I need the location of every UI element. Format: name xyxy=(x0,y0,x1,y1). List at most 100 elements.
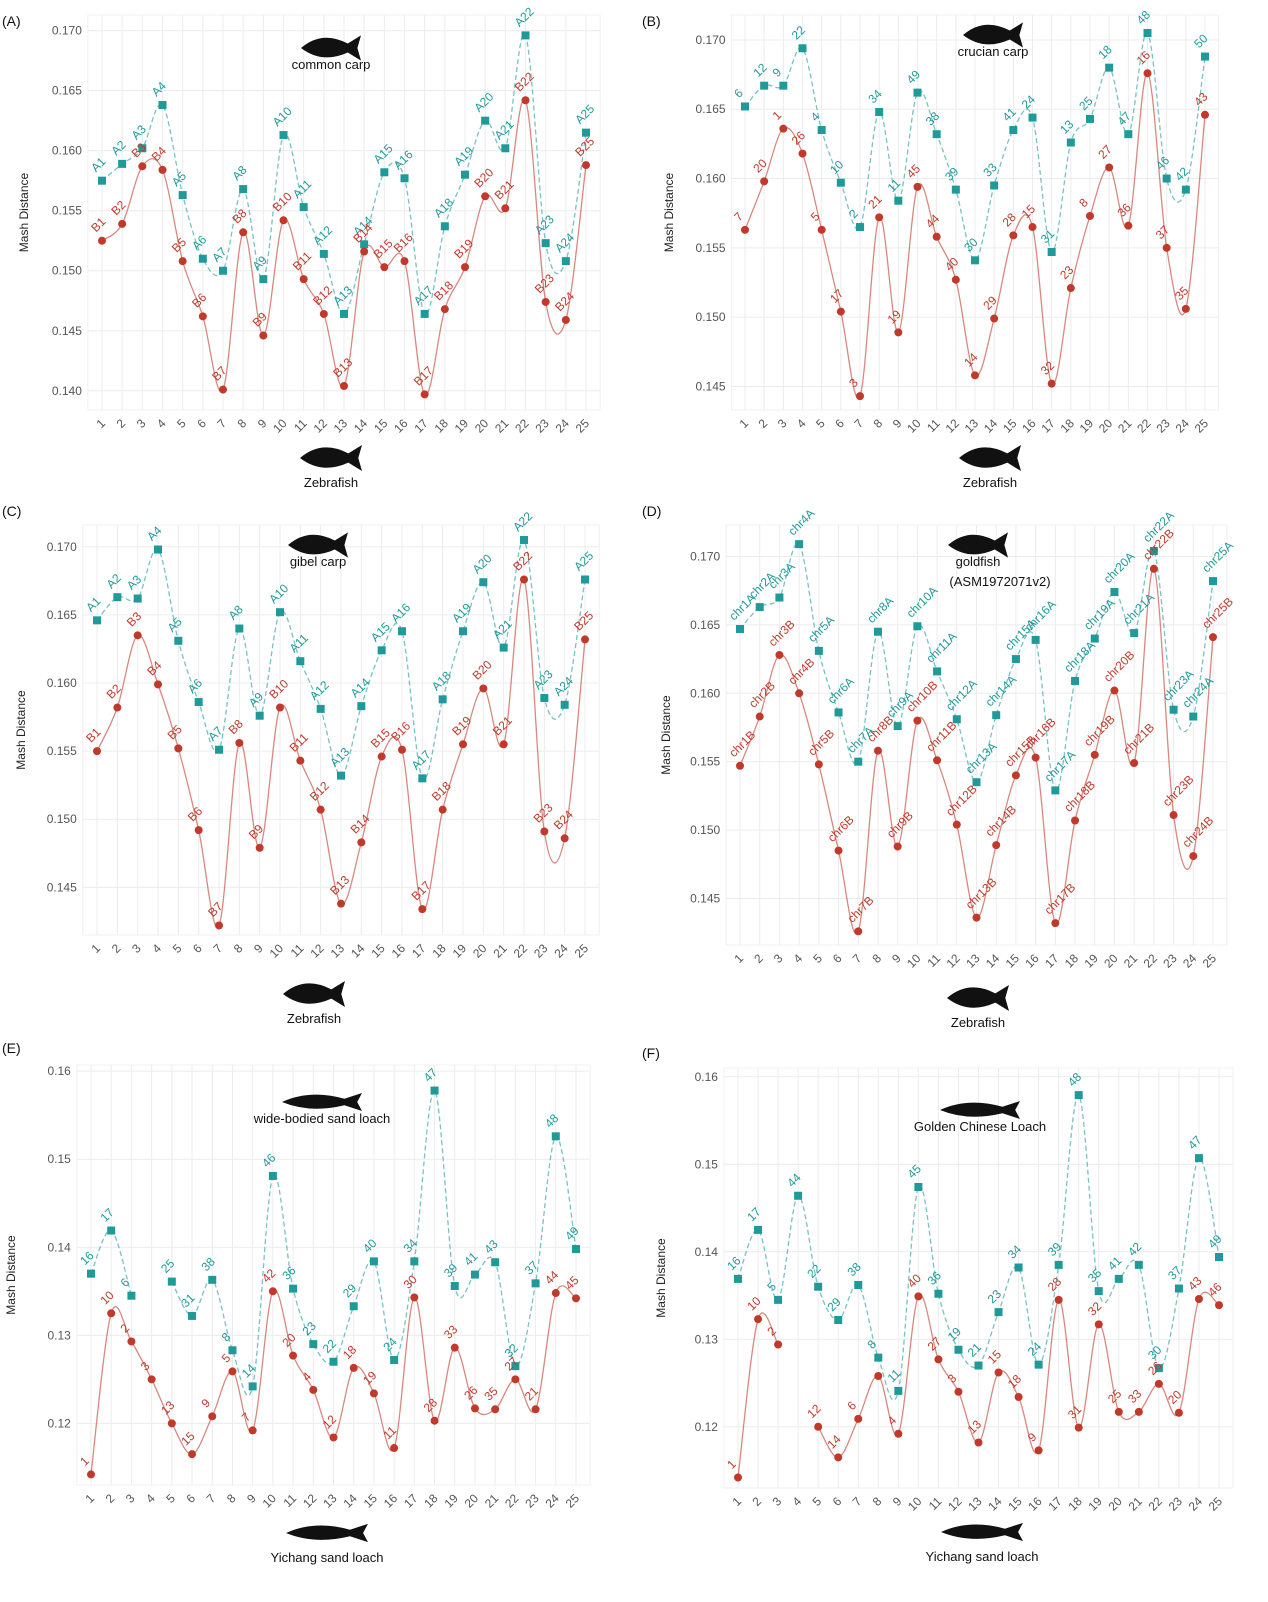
x-tick-label: 21 xyxy=(490,941,510,961)
data-point xyxy=(734,1473,742,1482)
x-tick-label: 1 xyxy=(82,1491,97,1506)
x-tick-label: 6 xyxy=(830,1494,845,1509)
species-label: Golden Chinese Loach xyxy=(914,1119,1046,1134)
data-point xyxy=(377,646,386,655)
data-point xyxy=(319,309,328,318)
x-tick-label: 18 xyxy=(1058,416,1078,436)
data-point xyxy=(309,1385,318,1394)
x-tick-label: 7 xyxy=(204,1491,219,1506)
data-point xyxy=(178,257,187,266)
x-tick-label: 17 xyxy=(409,941,429,961)
x-tick-label: 10 xyxy=(270,416,290,436)
data-point xyxy=(875,213,884,222)
x-tick-label: 14 xyxy=(985,1494,1005,1514)
x-tick-label: 18 xyxy=(432,416,452,436)
x-axis-label: Zebrafish xyxy=(304,475,358,490)
data-point xyxy=(87,1269,95,1278)
x-tick-label: 25 xyxy=(573,416,593,436)
data-point xyxy=(794,1191,803,1200)
data-point xyxy=(511,1375,520,1384)
data-point xyxy=(276,608,284,617)
data-point xyxy=(450,1343,459,1352)
y-tick-label: 0.165 xyxy=(690,618,720,632)
data-point xyxy=(540,827,549,836)
species-label: common carp xyxy=(292,57,371,72)
data-point xyxy=(1181,304,1190,313)
x-tick-label: 5 xyxy=(813,416,828,431)
data-point xyxy=(814,1282,823,1291)
x-tick-label: 21 xyxy=(1126,1494,1146,1514)
data-point xyxy=(1105,163,1114,172)
data-point xyxy=(1051,786,1060,795)
x-tick-label: 22 xyxy=(502,1491,522,1511)
panel-label: (F) xyxy=(642,1045,660,1061)
data-point xyxy=(913,182,922,191)
data-point xyxy=(340,309,348,318)
x-tick-label: 19 xyxy=(1082,951,1102,971)
y-axis-label: Mash Distance xyxy=(662,172,676,252)
data-point xyxy=(1215,1253,1223,1261)
x-tick-label: 6 xyxy=(194,416,209,431)
data-point xyxy=(337,771,345,780)
data-point xyxy=(1194,1154,1203,1163)
data-point xyxy=(736,761,744,770)
x-tick-label: 12 xyxy=(307,941,327,961)
data-point xyxy=(194,698,203,707)
x-tick-label: 17 xyxy=(1042,951,1062,971)
data-point xyxy=(581,635,589,644)
data-point xyxy=(479,578,488,587)
data-point xyxy=(1174,1284,1183,1293)
data-point xyxy=(572,1245,580,1254)
y-tick-label: 0.160 xyxy=(696,172,726,186)
data-point xyxy=(329,1357,338,1366)
x-tick-label: 2 xyxy=(751,951,766,966)
data-point xyxy=(1066,138,1075,147)
data-point xyxy=(1110,686,1119,695)
data-point xyxy=(410,1257,419,1266)
data-point xyxy=(834,1453,843,1462)
data-point xyxy=(854,757,863,766)
data-point xyxy=(268,1287,277,1296)
fish-icon xyxy=(283,980,345,1008)
y-tick-label: 0.16 xyxy=(695,1070,719,1084)
data-point xyxy=(357,838,366,847)
species-label: crucian carp xyxy=(958,44,1029,59)
x-tick-label: 4 xyxy=(791,951,806,966)
fish-icon xyxy=(947,984,1009,1012)
data-point xyxy=(954,1345,963,1354)
data-point xyxy=(1201,110,1209,119)
data-point xyxy=(560,834,569,843)
data-point xyxy=(954,1387,963,1396)
data-point xyxy=(817,126,826,135)
data-point xyxy=(1054,1295,1063,1304)
data-point xyxy=(836,307,845,316)
data-point xyxy=(520,535,528,544)
x-tick-label: 1 xyxy=(729,1494,744,1509)
species-label: (ASM1972071v2) xyxy=(949,574,1050,589)
x-tick-label: 17 xyxy=(401,1491,421,1511)
data-point xyxy=(340,381,348,390)
x-tick-label: 8 xyxy=(871,416,886,431)
data-point xyxy=(914,1183,923,1191)
x-tick-label: 21 xyxy=(482,1491,502,1511)
data-point xyxy=(98,236,106,245)
data-point xyxy=(1028,223,1037,232)
data-point xyxy=(521,96,530,105)
data-point xyxy=(582,161,590,170)
x-tick-label: 6 xyxy=(190,941,205,956)
data-point xyxy=(795,689,804,698)
y-tick-label: 0.145 xyxy=(690,891,720,905)
data-point xyxy=(208,1412,217,1421)
data-point xyxy=(1034,1360,1043,1369)
x-tick-label: 2 xyxy=(114,416,129,431)
data-point xyxy=(541,239,550,248)
x-tick-label: 16 xyxy=(389,941,409,961)
x-tick-label: 13 xyxy=(328,941,348,961)
data-point xyxy=(854,927,863,936)
y-tick-label: 0.16 xyxy=(47,1064,71,1078)
data-point xyxy=(1174,1408,1183,1417)
data-point xyxy=(1154,1364,1163,1373)
x-tick-label: 15 xyxy=(368,941,388,961)
data-point xyxy=(138,162,147,171)
x-tick-label: 14 xyxy=(351,416,371,436)
